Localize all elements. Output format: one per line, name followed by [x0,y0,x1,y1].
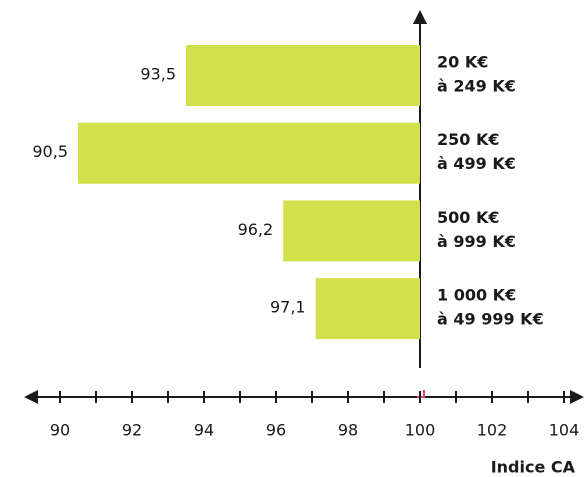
x-axis-label: Indice CA [491,458,576,477]
x-tick-label: 102 [477,421,508,440]
x-axis-arrow-right [570,390,584,404]
x-axis-arrow-left [24,390,38,404]
category-label: à 499 K€ [437,154,516,173]
value-label: 96,2 [238,220,274,239]
bar [78,122,420,184]
y-axis-arrow [413,10,427,24]
category-label: 1 000 K€ [437,286,516,305]
bar [186,45,420,106]
category-label: à 999 K€ [437,232,516,251]
category-label: à 249 K€ [437,77,516,96]
category-label: 500 K€ [437,208,500,227]
x-tick-label: 94 [194,421,214,440]
value-label: 90,5 [32,142,68,161]
value-label: 97,1 [270,298,306,317]
x-tick-label: 92 [122,421,142,440]
x-tick-label: 104 [549,421,580,440]
bar [315,278,420,340]
x-tick-label: 98 [338,421,358,440]
x-tick-label: 100 [405,421,436,440]
category-label: à 49 999 K€ [437,310,544,329]
value-label: 93,5 [140,65,176,84]
x-tick-label: 90 [50,421,70,440]
bar [283,200,420,262]
category-label: 250 K€ [437,130,500,149]
x-tick-label: 96 [266,421,286,440]
category-label: 20 K€ [437,53,488,72]
